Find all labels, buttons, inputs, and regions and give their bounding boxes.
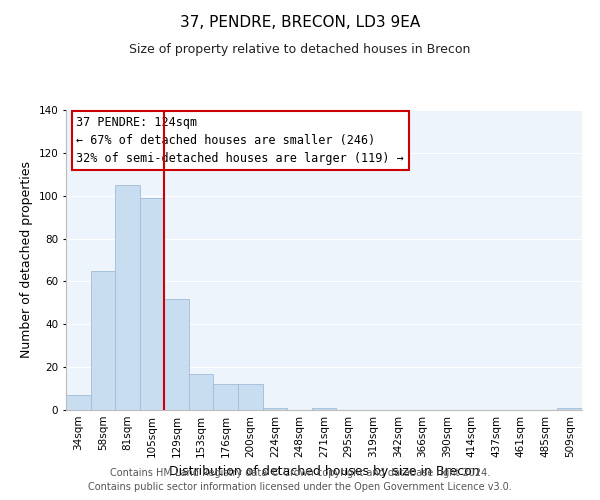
Bar bbox=[214, 384, 238, 410]
Bar bbox=[91, 270, 115, 410]
X-axis label: Distribution of detached houses by size in Brecon: Distribution of detached houses by size … bbox=[169, 466, 479, 478]
Text: Contains public sector information licensed under the Open Government Licence v3: Contains public sector information licen… bbox=[88, 482, 512, 492]
Text: Contains HM Land Registry data © Crown copyright and database right 2024.: Contains HM Land Registry data © Crown c… bbox=[110, 468, 490, 477]
Text: 37 PENDRE: 124sqm
← 67% of detached houses are smaller (246)
32% of semi-detache: 37 PENDRE: 124sqm ← 67% of detached hous… bbox=[76, 116, 404, 165]
Text: Size of property relative to detached houses in Brecon: Size of property relative to detached ho… bbox=[130, 42, 470, 56]
Bar bbox=[115, 185, 140, 410]
Bar bbox=[263, 408, 287, 410]
Bar bbox=[312, 408, 336, 410]
Bar bbox=[238, 384, 263, 410]
Bar bbox=[164, 298, 189, 410]
Bar bbox=[557, 408, 582, 410]
Bar bbox=[140, 198, 164, 410]
Bar bbox=[66, 395, 91, 410]
Y-axis label: Number of detached properties: Number of detached properties bbox=[20, 162, 33, 358]
Bar bbox=[189, 374, 214, 410]
Text: 37, PENDRE, BRECON, LD3 9EA: 37, PENDRE, BRECON, LD3 9EA bbox=[180, 15, 420, 30]
